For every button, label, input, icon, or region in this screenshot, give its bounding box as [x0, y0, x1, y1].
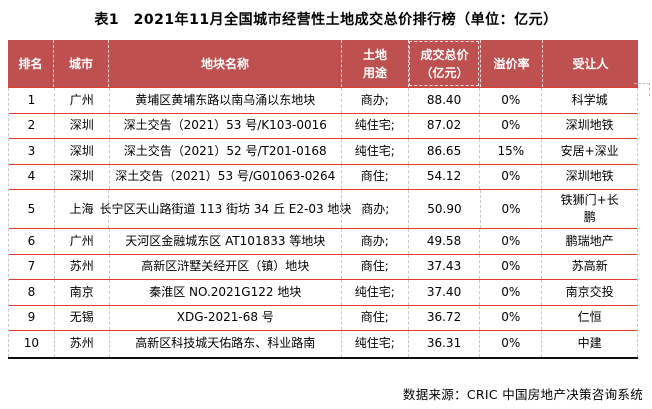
cell-transferee: 深圳地铁: [541, 164, 637, 189]
cell-plot-name: 黄埔区黄埔东路以南乌涌以东地块: [108, 88, 341, 113]
cell-land-use: 商办;: [340, 88, 408, 113]
cell-total-price: 37.43: [407, 254, 480, 279]
table-row: 2 深圳 深土交告（2021）53 号/K103-0016 纯住宅; 87.02…: [9, 113, 637, 139]
cell-plot-name: 深土交告（2021）53 号/G01063-0264: [108, 164, 341, 189]
table-row: 6 广州 天河区金融城东区 AT101833 等地块 商办; 49.58 0% …: [9, 229, 637, 255]
cell-plot-name: 天河区金融城东区 AT101833 等地块: [108, 229, 341, 254]
cell-land-use: 商办;: [341, 190, 408, 228]
table-row: 8 南京 秦淮区 NO.2021G122 地块 纯住宅; 37.40 0% 南京…: [9, 280, 637, 306]
cell-transferee: 深圳地铁: [541, 113, 637, 138]
cell-rank: 9: [27, 310, 36, 325]
cell-premium-rate: 0%: [479, 331, 541, 357]
cell-premium-rate: 15%: [479, 139, 541, 164]
cell-transferee: 仁恒: [541, 305, 637, 330]
header-plot-name: 地块名称: [108, 40, 341, 87]
cell-transferee: 铁狮门+长鹏: [541, 190, 637, 228]
cell-rank: 1: [27, 92, 36, 107]
cell-transferee: 苏高新: [541, 254, 637, 279]
cell-land-use: 纯住宅;: [340, 331, 408, 357]
cell-transferee: 科学城: [541, 88, 637, 113]
land-transaction-table: 排名 城市 地块名称 土地用途 成交总价（亿元） 溢价率 受让人 1 广州 黄埔…: [8, 40, 638, 359]
cell-rank: 10: [23, 336, 40, 351]
cell-rank: 7: [27, 259, 36, 274]
cell-land-use: 商办;: [340, 229, 408, 254]
selection-marquee-fragment: [634, 83, 650, 96]
header-rank: 排名: [18, 56, 43, 71]
cell-land-use: 纯住宅;: [340, 139, 408, 164]
cell-transferee: 南京交投: [541, 280, 637, 305]
cell-plot-name: 秦淮区 NO.2021G122 地块: [108, 280, 341, 305]
table-row: 10 苏州 高新区科技城天佑路东、科业路南 纯住宅; 36.31 0% 中建: [9, 331, 637, 357]
table-row: 3 深圳 深土交告（2021）52 号/T201-0168 纯住宅; 86.65…: [9, 139, 637, 165]
table-row: 5 上海 长宁区天山路街道 113 街坊 34 丘 E2-03 地块 商办; 5…: [9, 190, 637, 229]
header-transferee: 受让人: [542, 40, 638, 87]
cell-city: 深圳: [53, 164, 109, 189]
cell-plot-name: 长宁区天山路街道 113 街坊 34 丘 E2-03 地块: [100, 190, 351, 228]
cell-land-use: 纯住宅;: [340, 113, 408, 138]
cell-rank: 4: [27, 169, 36, 184]
cell-plot-name: 高新区科技城天佑路东、科业路南: [108, 331, 341, 357]
cell-premium-rate: 0%: [479, 164, 541, 189]
cell-total-price: 54.12: [407, 164, 480, 189]
cell-city: 苏州: [53, 254, 109, 279]
cell-total-price: 37.40: [407, 280, 480, 305]
cell-city: 无锡: [53, 305, 109, 330]
cell-transferee: 中建: [541, 331, 637, 357]
cell-premium-rate: 0%: [479, 229, 541, 254]
cell-rank: 6: [27, 233, 36, 248]
cell-total-price: 36.31: [407, 331, 480, 357]
cell-city: 苏州: [53, 331, 109, 357]
table-row: 1 广州 黄埔区黄埔东路以南乌涌以东地块 商办; 88.40 0% 科学城: [9, 88, 637, 114]
cell-rank: 2: [27, 118, 36, 133]
cell-rank: 5: [27, 201, 36, 216]
cell-land-use: 商住;: [340, 254, 408, 279]
cell-rank: 3: [27, 143, 36, 158]
table-body: 1 广州 黄埔区黄埔东路以南乌涌以东地块 商办; 88.40 0% 科学城 2 …: [8, 88, 638, 357]
cell-total-price: 49.58: [407, 229, 480, 254]
cell-premium-rate: 0%: [479, 305, 541, 330]
cell-total-price: 87.02: [407, 113, 480, 138]
cell-premium-rate: 0%: [479, 254, 541, 279]
cell-total-price: 36.72: [407, 305, 480, 330]
cell-city: 深圳: [53, 139, 109, 164]
cell-transferee: 安居+深业: [541, 139, 637, 164]
cell-premium-rate: 0%: [479, 280, 541, 305]
cell-total-price: 88.40: [407, 88, 480, 113]
table-row: 7 苏州 高新区浒墅关经开区（镇）地块 商住; 37.43 0% 苏高新: [9, 254, 637, 280]
cell-city: 南京: [53, 280, 109, 305]
table-header-row: 排名 城市 地块名称 土地用途 成交总价（亿元） 溢价率 受让人: [8, 40, 638, 88]
table-row: 9 无锡 XDG-2021-68 号 商住; 36.72 0% 仁恒: [9, 305, 637, 331]
cell-city: 广州: [53, 88, 109, 113]
cell-total-price: 86.65: [407, 139, 480, 164]
cell-land-use: 纯住宅;: [340, 280, 408, 305]
cell-city: 上海: [53, 190, 109, 228]
table-row: 4 深圳 深土交告（2021）53 号/G01063-0264 商住; 54.1…: [9, 164, 637, 190]
cell-city: 深圳: [53, 113, 109, 138]
cell-plot-name: XDG-2021-68 号: [108, 305, 341, 330]
header-total-price: 成交总价（亿元）: [408, 40, 480, 87]
cell-plot-name: 深土交告（2021）53 号/K103-0016: [108, 113, 341, 138]
cell-plot-name: 深土交告（2021）52 号/T201-0168: [108, 139, 341, 164]
cell-premium-rate: 0%: [479, 113, 541, 138]
data-source-note: 数据来源：CRIC 中国房地产决策咨询系统: [402, 387, 643, 402]
cell-land-use: 商住;: [340, 164, 408, 189]
cell-premium-rate: 0%: [479, 88, 541, 113]
header-city: 城市: [53, 40, 108, 87]
cell-total-price: 50.90: [408, 190, 480, 228]
cell-premium-rate: 0%: [479, 190, 542, 228]
header-land-use: 土地用途: [341, 40, 408, 87]
table-title: 表1 2021年11月全国城市经营性土地成交总价排行榜（单位：亿元）: [94, 12, 558, 28]
cell-transferee: 鹏瑞地产: [541, 229, 637, 254]
cell-plot-name: 高新区浒墅关经开区（镇）地块: [108, 254, 341, 279]
cell-land-use: 商住;: [340, 305, 408, 330]
header-premium-rate: 溢价率: [480, 40, 542, 87]
cell-rank: 8: [27, 284, 36, 299]
cell-city: 广州: [53, 229, 109, 254]
